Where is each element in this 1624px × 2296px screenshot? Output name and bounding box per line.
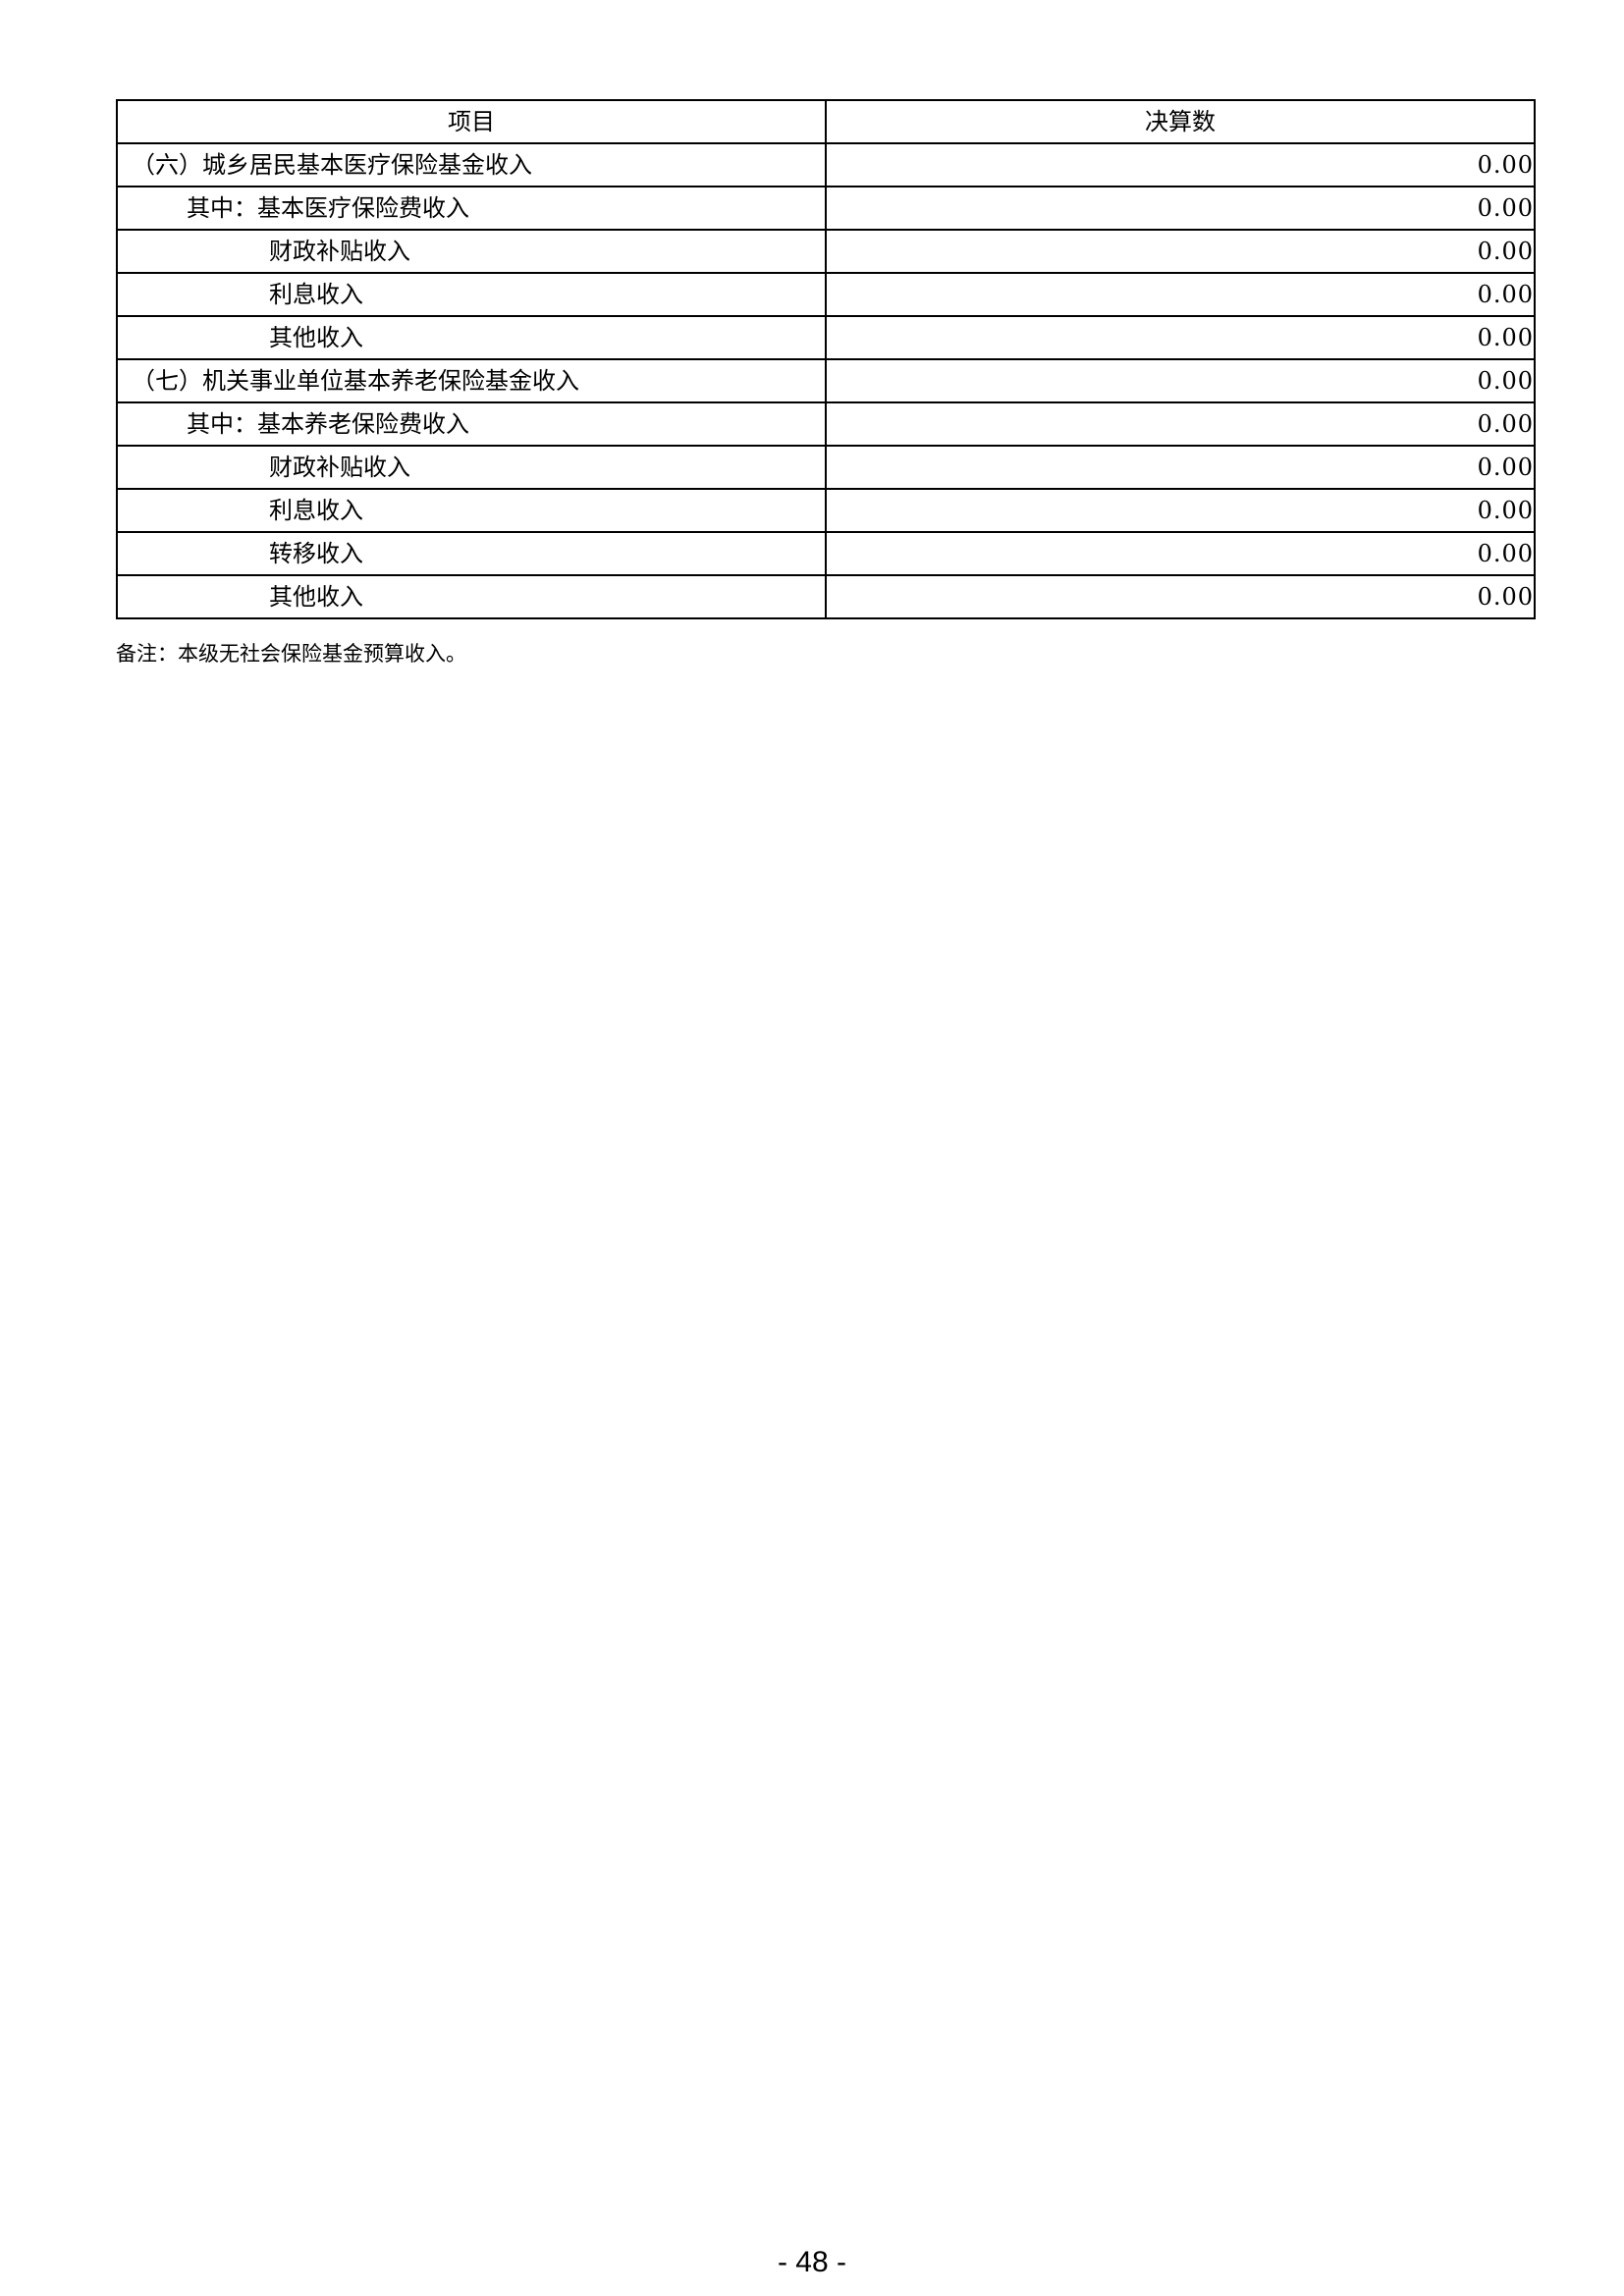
header-item: 项目: [116, 99, 827, 144]
table-row: （六）城乡居民基本医疗保险基金收入 0.00: [116, 142, 1536, 187]
page-number: - 48 -: [777, 2246, 847, 2278]
table-row: 财政补贴收入 0.00: [116, 445, 1536, 490]
table-header-row: 项目 决算数: [116, 99, 1536, 144]
table-row: 利息收入 0.00: [116, 272, 1536, 317]
fund-income-table: 项目 决算数 （六）城乡居民基本医疗保险基金收入 0.00 其中：基本医疗保险费收入…: [116, 99, 1536, 619]
table-row: 其中：基本养老保险费收入 0.00: [116, 401, 1536, 447]
row-label: 其他收入: [116, 315, 827, 360]
table-row: 转移收入 0.00: [116, 531, 1536, 576]
footnote: 备注：本级无社会保险基金预算收入。: [116, 642, 466, 666]
row-label: 其中：基本医疗保险费收入: [116, 186, 827, 231]
row-value: 0.00: [825, 531, 1536, 576]
row-value: 0.00: [825, 229, 1536, 274]
table-row: 财政补贴收入 0.00: [116, 229, 1536, 274]
row-label: 转移收入: [116, 531, 827, 576]
table-row: 其他收入 0.00: [116, 574, 1536, 619]
table-row: （七）机关事业单位基本养老保险基金收入 0.00: [116, 358, 1536, 403]
row-label: 财政补贴收入: [116, 229, 827, 274]
row-value: 0.00: [825, 445, 1536, 490]
table-row: 利息收入 0.00: [116, 488, 1536, 533]
row-value: 0.00: [825, 272, 1536, 317]
row-value: 0.00: [825, 142, 1536, 187]
row-label: 财政补贴收入: [116, 445, 827, 490]
row-label: （七）机关事业单位基本养老保险基金收入: [116, 358, 827, 403]
row-label: 其他收入: [116, 574, 827, 619]
row-label: 利息收入: [116, 488, 827, 533]
row-value: 0.00: [825, 401, 1536, 447]
row-label: 利息收入: [116, 272, 827, 317]
header-amount: 决算数: [825, 99, 1536, 144]
row-value: 0.00: [825, 488, 1536, 533]
row-value: 0.00: [825, 358, 1536, 403]
row-value: 0.00: [825, 186, 1536, 231]
row-value: 0.00: [825, 315, 1536, 360]
row-value: 0.00: [825, 574, 1536, 619]
table-row: 其中：基本医疗保险费收入 0.00: [116, 186, 1536, 231]
row-label: 其中：基本养老保险费收入: [116, 401, 827, 447]
table-row: 其他收入 0.00: [116, 315, 1536, 360]
row-label: （六）城乡居民基本医疗保险基金收入: [116, 142, 827, 187]
